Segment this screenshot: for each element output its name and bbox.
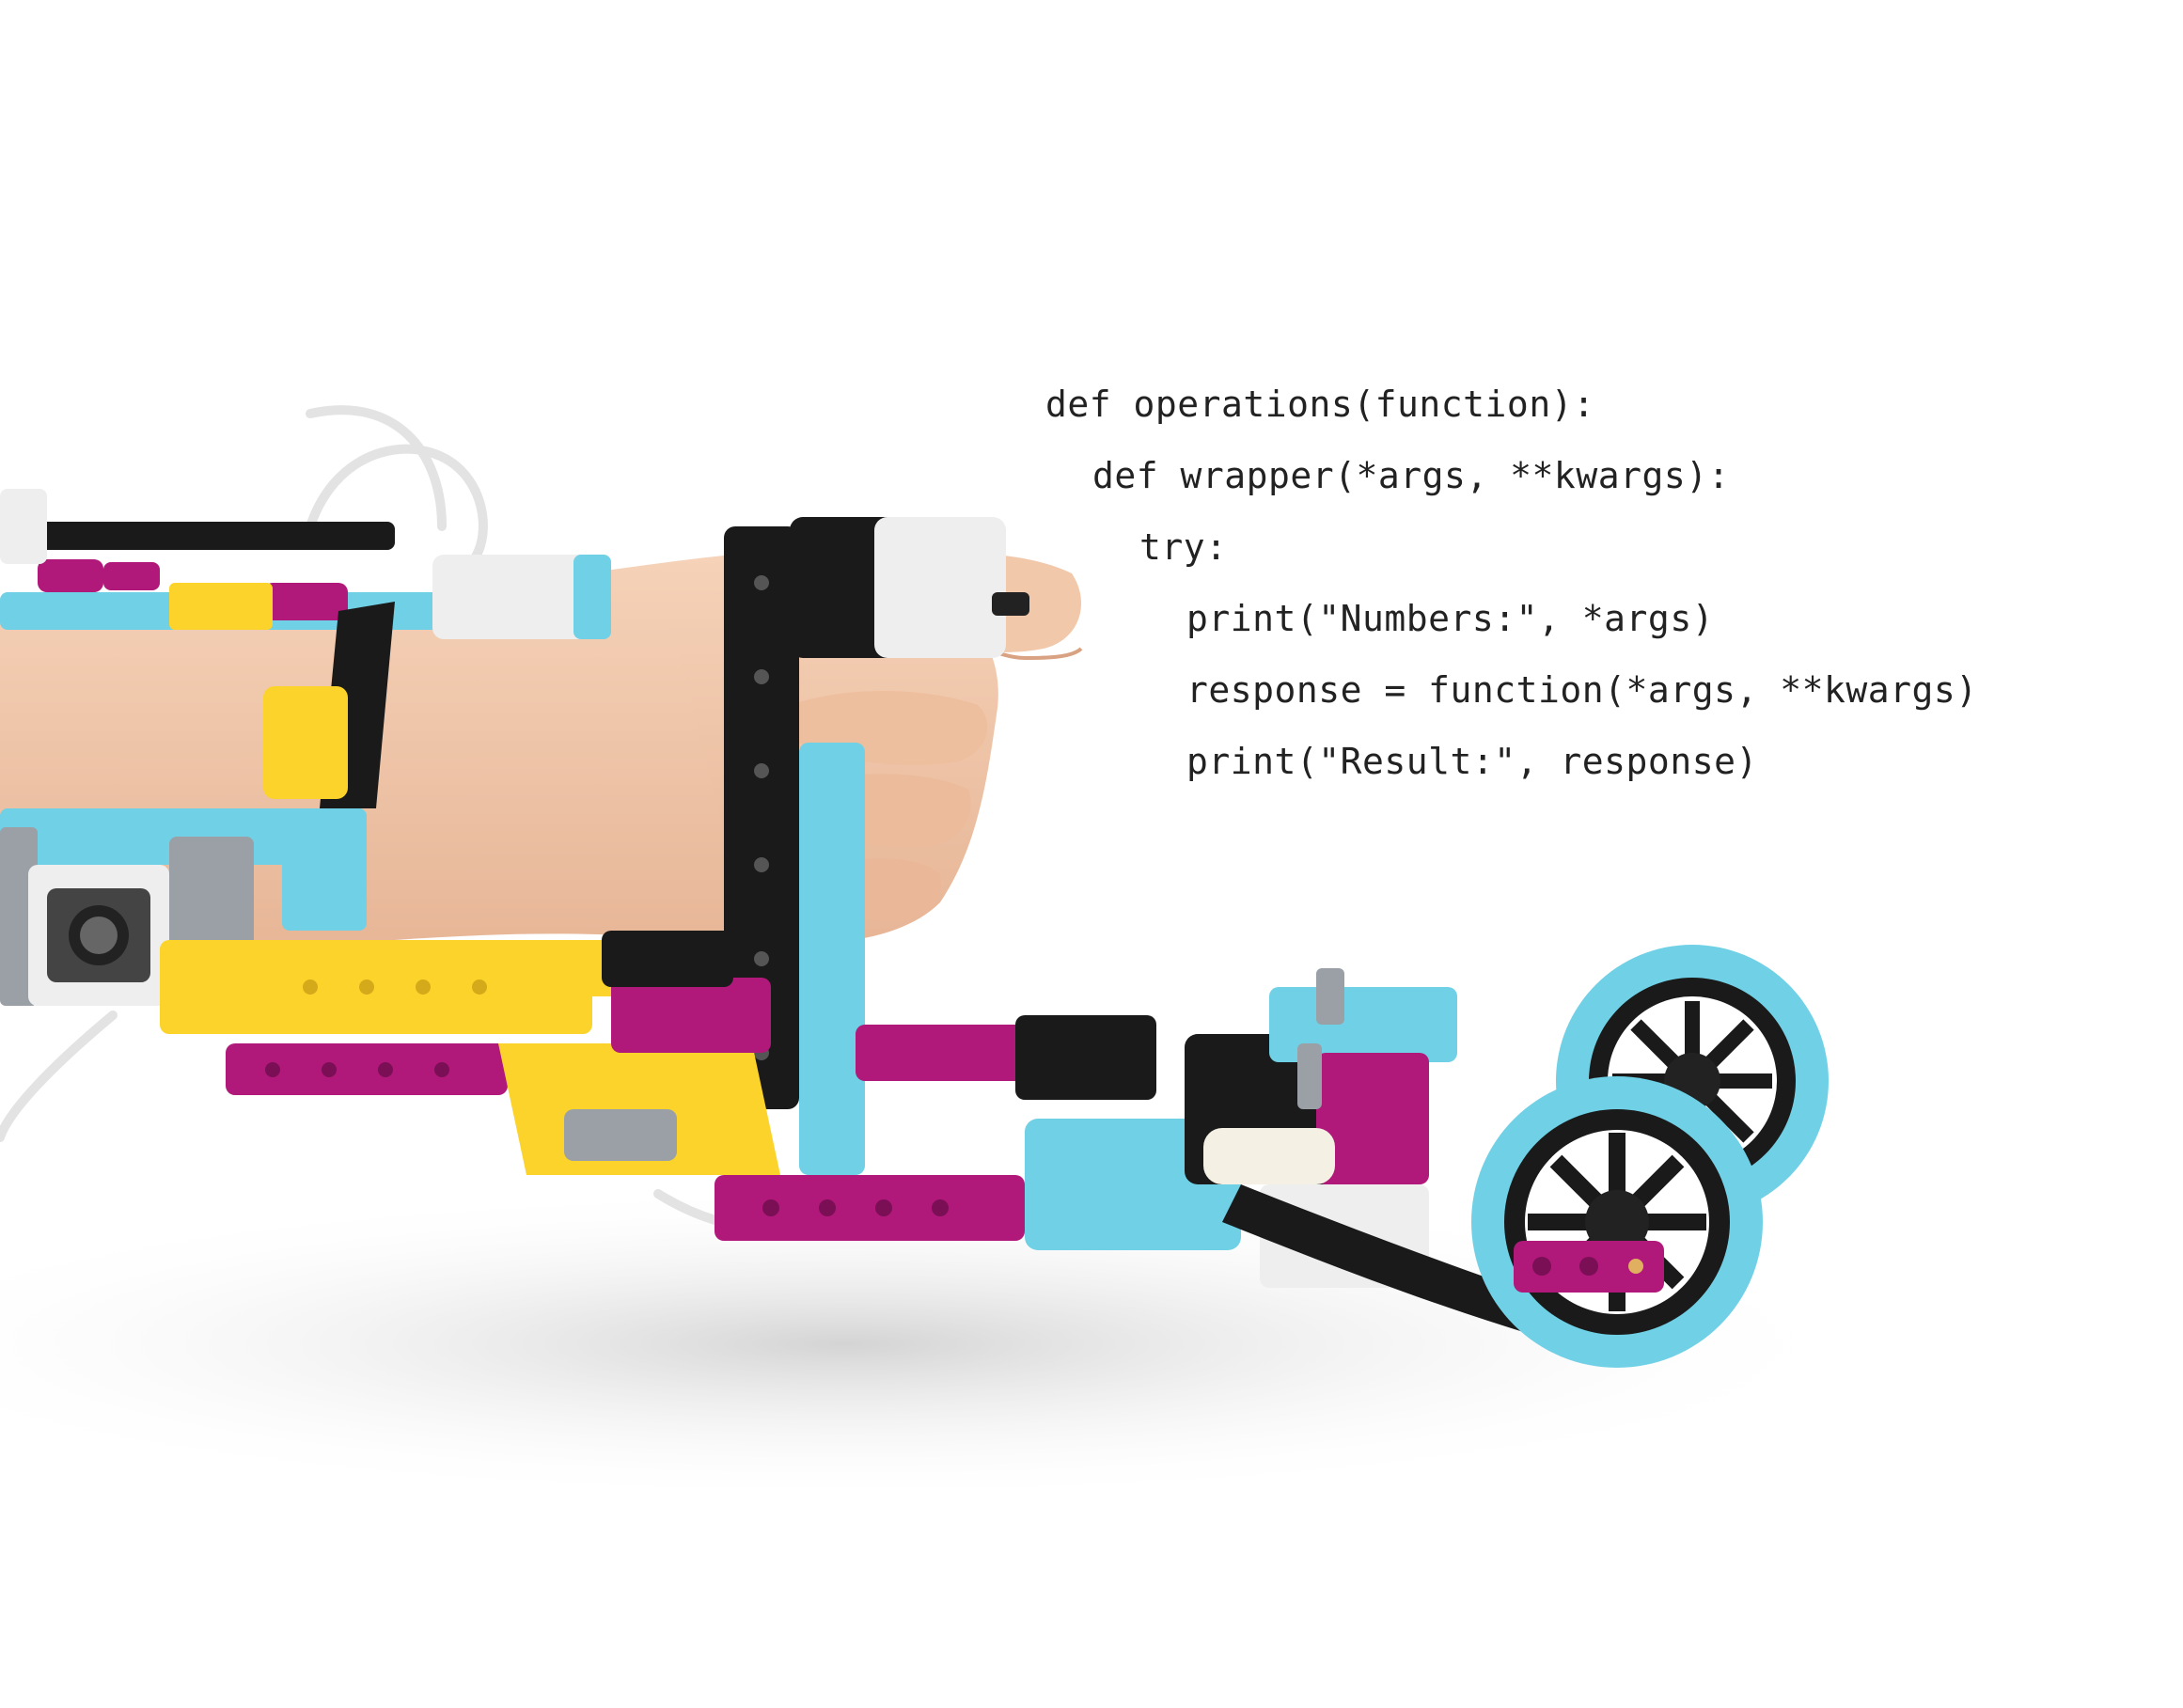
python-code-snippet: def operations(function): def wrapper(*ar… <box>1045 368 1978 797</box>
upper-frame <box>0 489 611 639</box>
grip-handle <box>724 517 1029 1175</box>
linkage <box>498 931 1034 1241</box>
code-line-4: print("Numbers:", *args) <box>1186 598 1715 639</box>
lower-frame <box>0 808 677 1095</box>
code-line-5: response = function(*args, **kwargs) <box>1186 669 1978 711</box>
code-line-2: def wrapper(*args, **kwargs): <box>1092 455 1730 496</box>
code-line-1: def operations(function): <box>1045 384 1595 425</box>
wrist-strap <box>263 602 395 808</box>
front-wheel <box>1471 1076 1763 1368</box>
code-line-3: try: <box>1139 526 1228 568</box>
code-line-6: print("Result:", response) <box>1186 741 1758 782</box>
